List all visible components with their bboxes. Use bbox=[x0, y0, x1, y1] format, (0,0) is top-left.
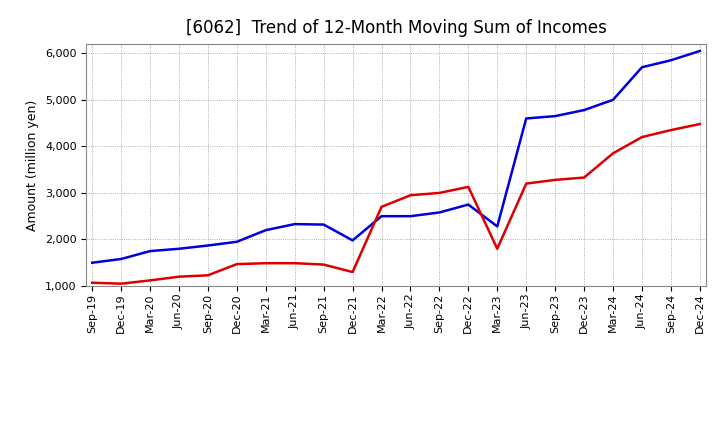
Ordinary Income bbox=[290, 221, 299, 227]
Line: Ordinary Income: Ordinary Income bbox=[92, 51, 700, 263]
Net Income bbox=[117, 281, 125, 286]
Net Income bbox=[551, 177, 559, 183]
Ordinary Income bbox=[551, 114, 559, 119]
Ordinary Income bbox=[406, 213, 415, 219]
Net Income bbox=[290, 260, 299, 266]
Net Income bbox=[696, 121, 704, 127]
Net Income bbox=[464, 184, 472, 190]
Ordinary Income bbox=[88, 260, 96, 265]
Line: Net Income: Net Income bbox=[92, 124, 700, 284]
Ordinary Income bbox=[145, 249, 154, 254]
Net Income bbox=[145, 278, 154, 283]
Ordinary Income bbox=[435, 210, 444, 215]
Net Income bbox=[261, 260, 270, 266]
Net Income bbox=[608, 151, 617, 156]
Net Income bbox=[522, 181, 531, 186]
Y-axis label: Amount (million yen): Amount (million yen) bbox=[27, 99, 40, 231]
Ordinary Income bbox=[667, 58, 675, 63]
Ordinary Income bbox=[204, 243, 212, 248]
Net Income bbox=[320, 262, 328, 267]
Net Income bbox=[580, 175, 588, 180]
Title: [6062]  Trend of 12-Month Moving Sum of Incomes: [6062] Trend of 12-Month Moving Sum of I… bbox=[186, 19, 606, 37]
Ordinary Income bbox=[348, 238, 357, 243]
Net Income bbox=[377, 204, 386, 209]
Ordinary Income bbox=[608, 97, 617, 103]
Net Income bbox=[88, 280, 96, 286]
Ordinary Income bbox=[117, 257, 125, 262]
Ordinary Income bbox=[261, 227, 270, 233]
Net Income bbox=[175, 274, 184, 279]
Net Income bbox=[233, 261, 241, 267]
Net Income bbox=[638, 135, 647, 140]
Ordinary Income bbox=[580, 107, 588, 113]
Ordinary Income bbox=[638, 65, 647, 70]
Ordinary Income bbox=[320, 222, 328, 227]
Net Income bbox=[493, 246, 502, 251]
Net Income bbox=[204, 273, 212, 278]
Net Income bbox=[435, 190, 444, 195]
Ordinary Income bbox=[696, 48, 704, 54]
Ordinary Income bbox=[464, 202, 472, 207]
Net Income bbox=[406, 193, 415, 198]
Net Income bbox=[348, 269, 357, 275]
Ordinary Income bbox=[522, 116, 531, 121]
Ordinary Income bbox=[493, 224, 502, 229]
Ordinary Income bbox=[377, 213, 386, 219]
Net Income bbox=[667, 128, 675, 133]
Ordinary Income bbox=[175, 246, 184, 251]
Ordinary Income bbox=[233, 239, 241, 245]
